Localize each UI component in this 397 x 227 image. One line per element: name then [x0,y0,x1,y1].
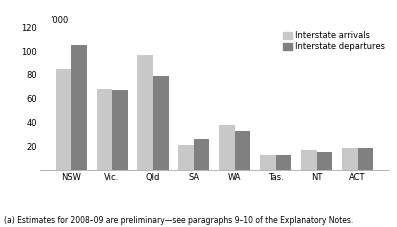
Bar [260,155,276,170]
Legend: Interstate arrivals, Interstate departures: Interstate arrivals, Interstate departur… [283,31,385,52]
Bar [194,139,210,170]
Bar [317,152,332,170]
Bar [301,150,317,170]
Bar [219,125,235,170]
Bar [71,45,87,170]
Bar [178,145,194,170]
Text: (a) Estimates for 2008–09 are preliminary—see paragraphs 9–10 of the Explanatory: (a) Estimates for 2008–09 are preliminar… [4,216,353,225]
Bar [137,55,153,170]
Text: ’000: ’000 [51,16,69,25]
Bar [342,148,358,170]
Bar [153,76,169,170]
Bar [235,131,251,170]
Bar [96,89,112,170]
Bar [358,148,373,170]
Bar [276,155,291,170]
Bar [56,69,71,170]
Bar [112,90,127,170]
